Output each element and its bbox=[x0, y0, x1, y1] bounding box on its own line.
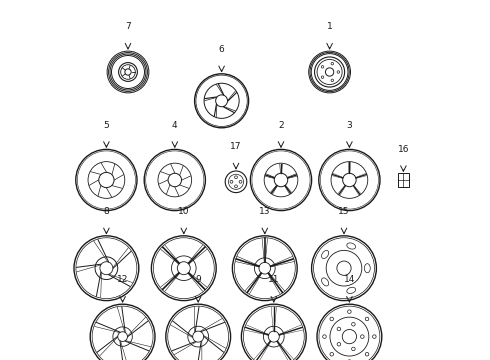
Text: 12: 12 bbox=[117, 275, 128, 284]
Text: 2: 2 bbox=[278, 121, 284, 130]
Text: 14: 14 bbox=[343, 275, 355, 284]
Text: 17: 17 bbox=[230, 142, 242, 151]
Text: 10: 10 bbox=[178, 207, 190, 216]
Text: 11: 11 bbox=[268, 275, 280, 284]
Text: 5: 5 bbox=[103, 121, 109, 130]
Text: 8: 8 bbox=[103, 207, 109, 216]
Text: 16: 16 bbox=[398, 145, 409, 154]
Bar bbox=[398, 173, 409, 187]
Text: 9: 9 bbox=[196, 275, 201, 284]
Text: 13: 13 bbox=[259, 207, 270, 216]
Text: 6: 6 bbox=[219, 45, 224, 54]
Text: 7: 7 bbox=[125, 22, 131, 31]
Text: 3: 3 bbox=[346, 121, 352, 130]
Text: 1: 1 bbox=[327, 22, 333, 31]
Text: 4: 4 bbox=[172, 121, 177, 130]
Text: 15: 15 bbox=[338, 207, 350, 216]
